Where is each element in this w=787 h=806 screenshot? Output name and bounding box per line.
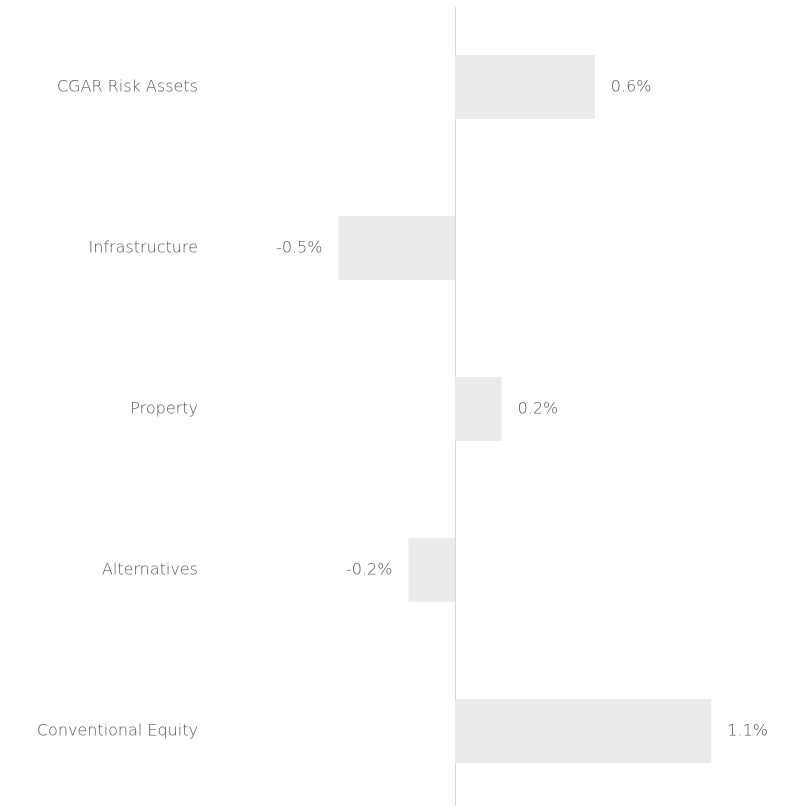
category-label: Infrastructure [89,238,198,257]
value-label: 1.1% [727,721,768,740]
category-label: CGAR Risk Assets [57,77,198,96]
value-label: -0.2% [346,560,392,579]
category-label: Alternatives [102,560,198,579]
category-label: Conventional Equity [37,721,198,740]
bar [455,377,502,441]
value-label: 0.2% [518,399,559,418]
value-label: -0.5% [276,238,322,257]
bar [455,55,595,119]
value-label: 0.6% [611,77,652,96]
bar [408,538,455,602]
bar [455,699,712,763]
bar [338,216,455,280]
category-label: Property [130,399,198,418]
